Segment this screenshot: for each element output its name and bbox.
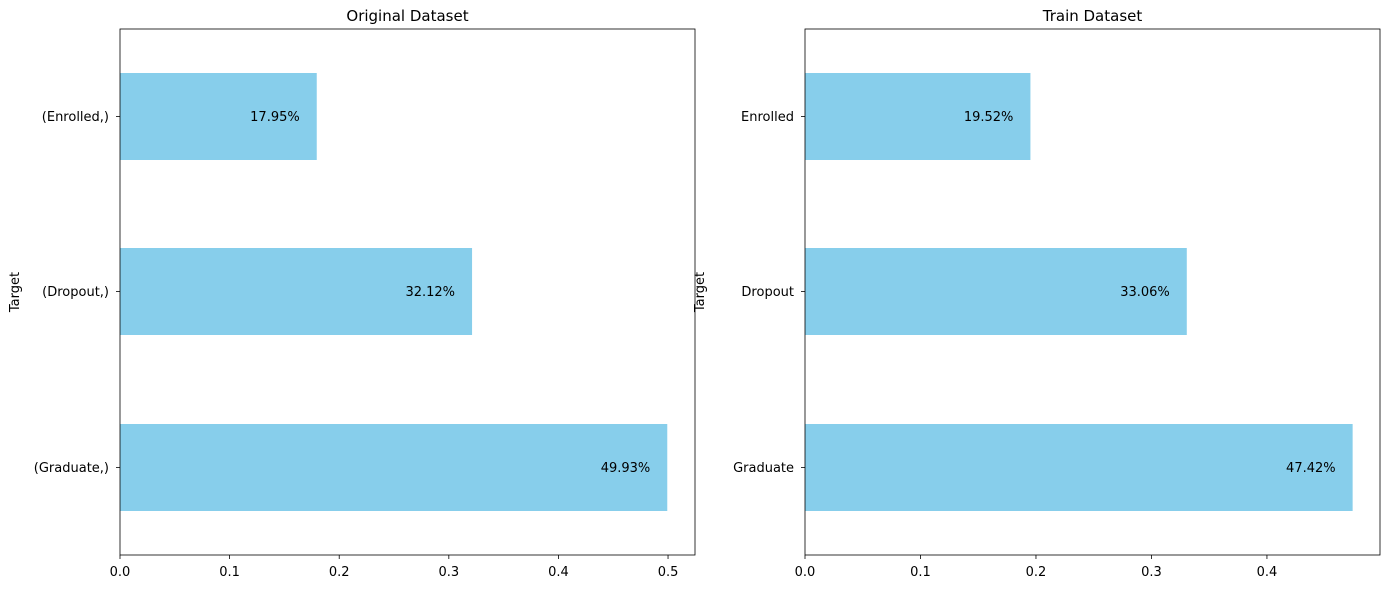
y-tick-label: Dropout [741,285,794,300]
x-tick-label: 0.4 [548,565,569,580]
bar-1 [120,248,473,335]
x-tick-label: 0.5 [658,565,679,580]
data-label: 47.42% [1286,461,1336,476]
x-tick-label: 0.4 [1257,565,1278,580]
y-tick-label: Graduate [733,461,794,476]
x-tick-label: 0.0 [110,565,131,580]
chart-title: Train Dataset [1042,7,1143,25]
y-tick-label: (Enrolled,) [42,110,109,125]
data-label: 32.12% [405,285,455,300]
x-tick-label: 0.0 [795,565,816,580]
x-tick-label: 0.1 [219,565,240,580]
y-tick-label: (Graduate,) [34,461,109,476]
axes-frame [804,28,1381,556]
bar-1 [805,248,1187,335]
data-label: 17.95% [250,110,300,125]
y-tick-label: Enrolled [741,110,794,125]
bar-0 [120,424,668,511]
y-axis-label: Target [8,272,23,313]
data-label: 49.93% [601,461,651,476]
data-label: 33.06% [1120,285,1170,300]
x-tick-label: 0.1 [910,565,931,580]
y-axis-label: Target [693,272,708,313]
x-tick-label: 0.3 [1141,565,1162,580]
x-tick-label: 0.2 [329,565,350,580]
subplot-1: 49.93% (Graduate,) 32.12% (Dropout,) 17.95% (… [8,7,696,580]
bar-2 [120,73,317,160]
bar-0 [805,424,1353,511]
subplot-2: 47.42% Graduate 33.06% Dropout 19.52% Enrolle… [693,7,1381,580]
x-tick-label: 0.2 [1026,565,1047,580]
data-label: 19.52% [964,110,1014,125]
axes-frame [119,28,696,556]
chart-title: Original Dataset [346,7,468,25]
y-tick-label: (Dropout,) [42,285,109,300]
x-tick-label: 0.3 [438,565,459,580]
bar-2 [805,73,1031,160]
